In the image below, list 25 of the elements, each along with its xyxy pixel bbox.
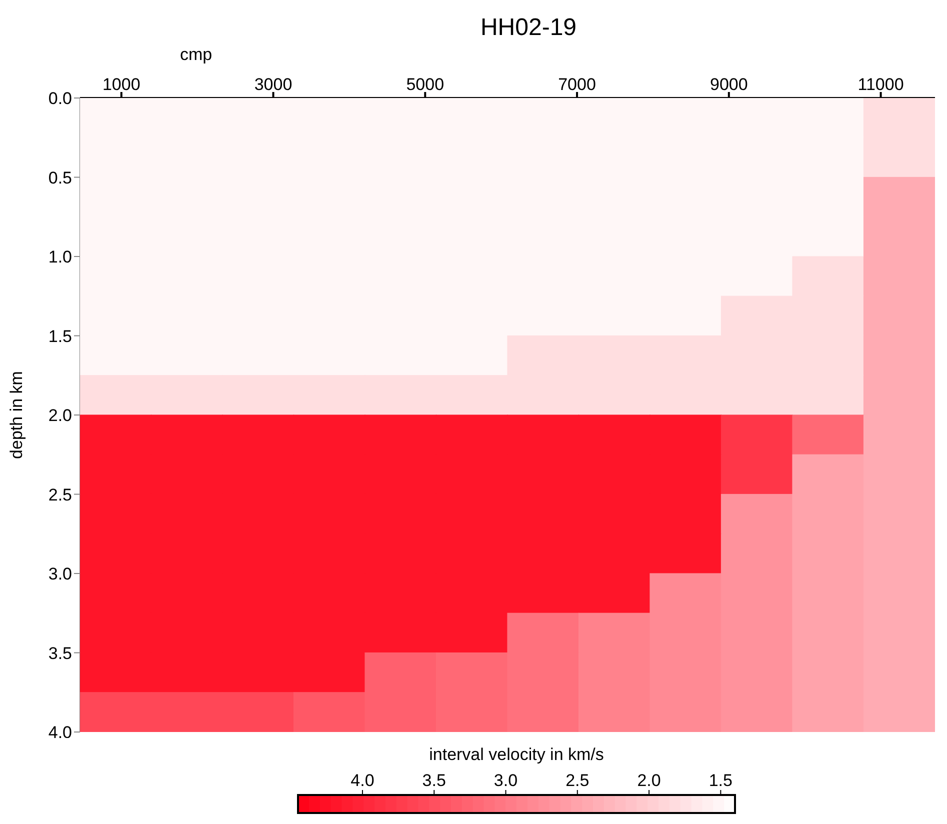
color-bar-label: 3.5 — [422, 771, 446, 790]
color-bar-title: interval velocity in km/s — [429, 745, 604, 764]
chart-title: HH02-19 — [480, 14, 577, 41]
y-tick-label: 2.0 — [48, 406, 72, 426]
x-tick-label: 5000 — [406, 75, 444, 94]
color-bar-label: 2.0 — [637, 771, 661, 790]
color-bar-label: 1.5 — [708, 771, 732, 790]
x-tick-label: 9000 — [710, 75, 748, 94]
color-bar-label: 3.0 — [494, 771, 518, 790]
y-tick-label: 3.0 — [48, 564, 72, 584]
y-tick-label: 4.0 — [48, 723, 72, 742]
y-axis-title: depth in km — [7, 371, 26, 459]
x-tick-label: 3000 — [254, 75, 292, 94]
x-tick-label: 11000 — [858, 75, 904, 94]
y-tick-label: 0.5 — [48, 168, 72, 188]
x-tick-label: 7000 — [558, 75, 596, 94]
y-tick-label: 2.5 — [48, 485, 72, 504]
color-bar-label: 2.5 — [566, 771, 590, 790]
x-tick-label: 1000 — [102, 75, 140, 94]
y-tick-label: 3.5 — [48, 644, 72, 663]
color-bar-label: 4.0 — [350, 771, 374, 790]
y-tick-label: 1.5 — [48, 326, 72, 346]
y-tick-label: 0.0 — [48, 89, 72, 108]
y-tick-label: 1.0 — [48, 248, 72, 267]
x-axis-title: cmp — [180, 45, 212, 64]
